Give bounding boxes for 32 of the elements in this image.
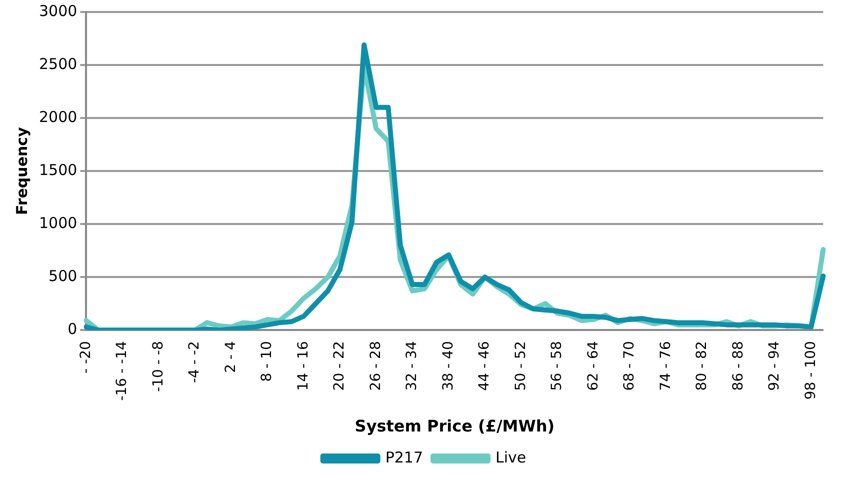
- y-tick-label: 1500: [38, 160, 78, 179]
- y-tick-label: 2000: [38, 108, 78, 126]
- y-tick-label: 1000: [38, 214, 78, 232]
- x-tick-label: -10 - -8: [150, 341, 166, 392]
- y-tick-label: 0: [68, 320, 78, 338]
- x-tick-label: 86 - 88: [730, 341, 746, 391]
- x-tick-label: 32 - 34: [404, 341, 420, 391]
- x-tick-label: 44 - 46: [476, 341, 493, 391]
- x-tick-label: 20 - 22: [332, 341, 348, 391]
- y-axis-title: Frequency: [12, 126, 31, 215]
- y-tick-label: 2500: [38, 54, 78, 73]
- x-tick-label: 2 - 4: [222, 341, 239, 373]
- x-tick-label: 74 - 76: [658, 341, 674, 391]
- x-tick-label: 14 - 16: [295, 341, 312, 391]
- x-axis-title: System Price (£/MWh): [354, 416, 555, 436]
- x-tick-label: -16 - -14: [114, 341, 130, 401]
- y-tick-label: 500: [48, 266, 78, 285]
- x-tick-label: -4 - -2: [186, 341, 203, 383]
- x-tick-label: 26 - 28: [368, 341, 384, 391]
- x-tick-label: 92 - 94: [766, 341, 783, 391]
- x-tick-label: - -20: [78, 341, 94, 374]
- x-tick-label: 56 - 58: [549, 341, 566, 391]
- x-tick-label: 8 - 10: [259, 341, 276, 382]
- legend-label: P217: [385, 448, 424, 466]
- x-tick-label: 98 - 100: [802, 341, 819, 400]
- legend-label: Live: [496, 448, 526, 466]
- y-tick-label: 3000: [38, 2, 78, 20]
- x-tick-label: 80 - 82: [694, 341, 710, 391]
- x-tick-label: 68 - 70: [622, 341, 638, 391]
- x-tick-label: 62 - 64: [585, 341, 602, 391]
- x-tick-label: 50 - 52: [512, 341, 529, 391]
- x-tick-label: 38 - 40: [440, 341, 456, 391]
